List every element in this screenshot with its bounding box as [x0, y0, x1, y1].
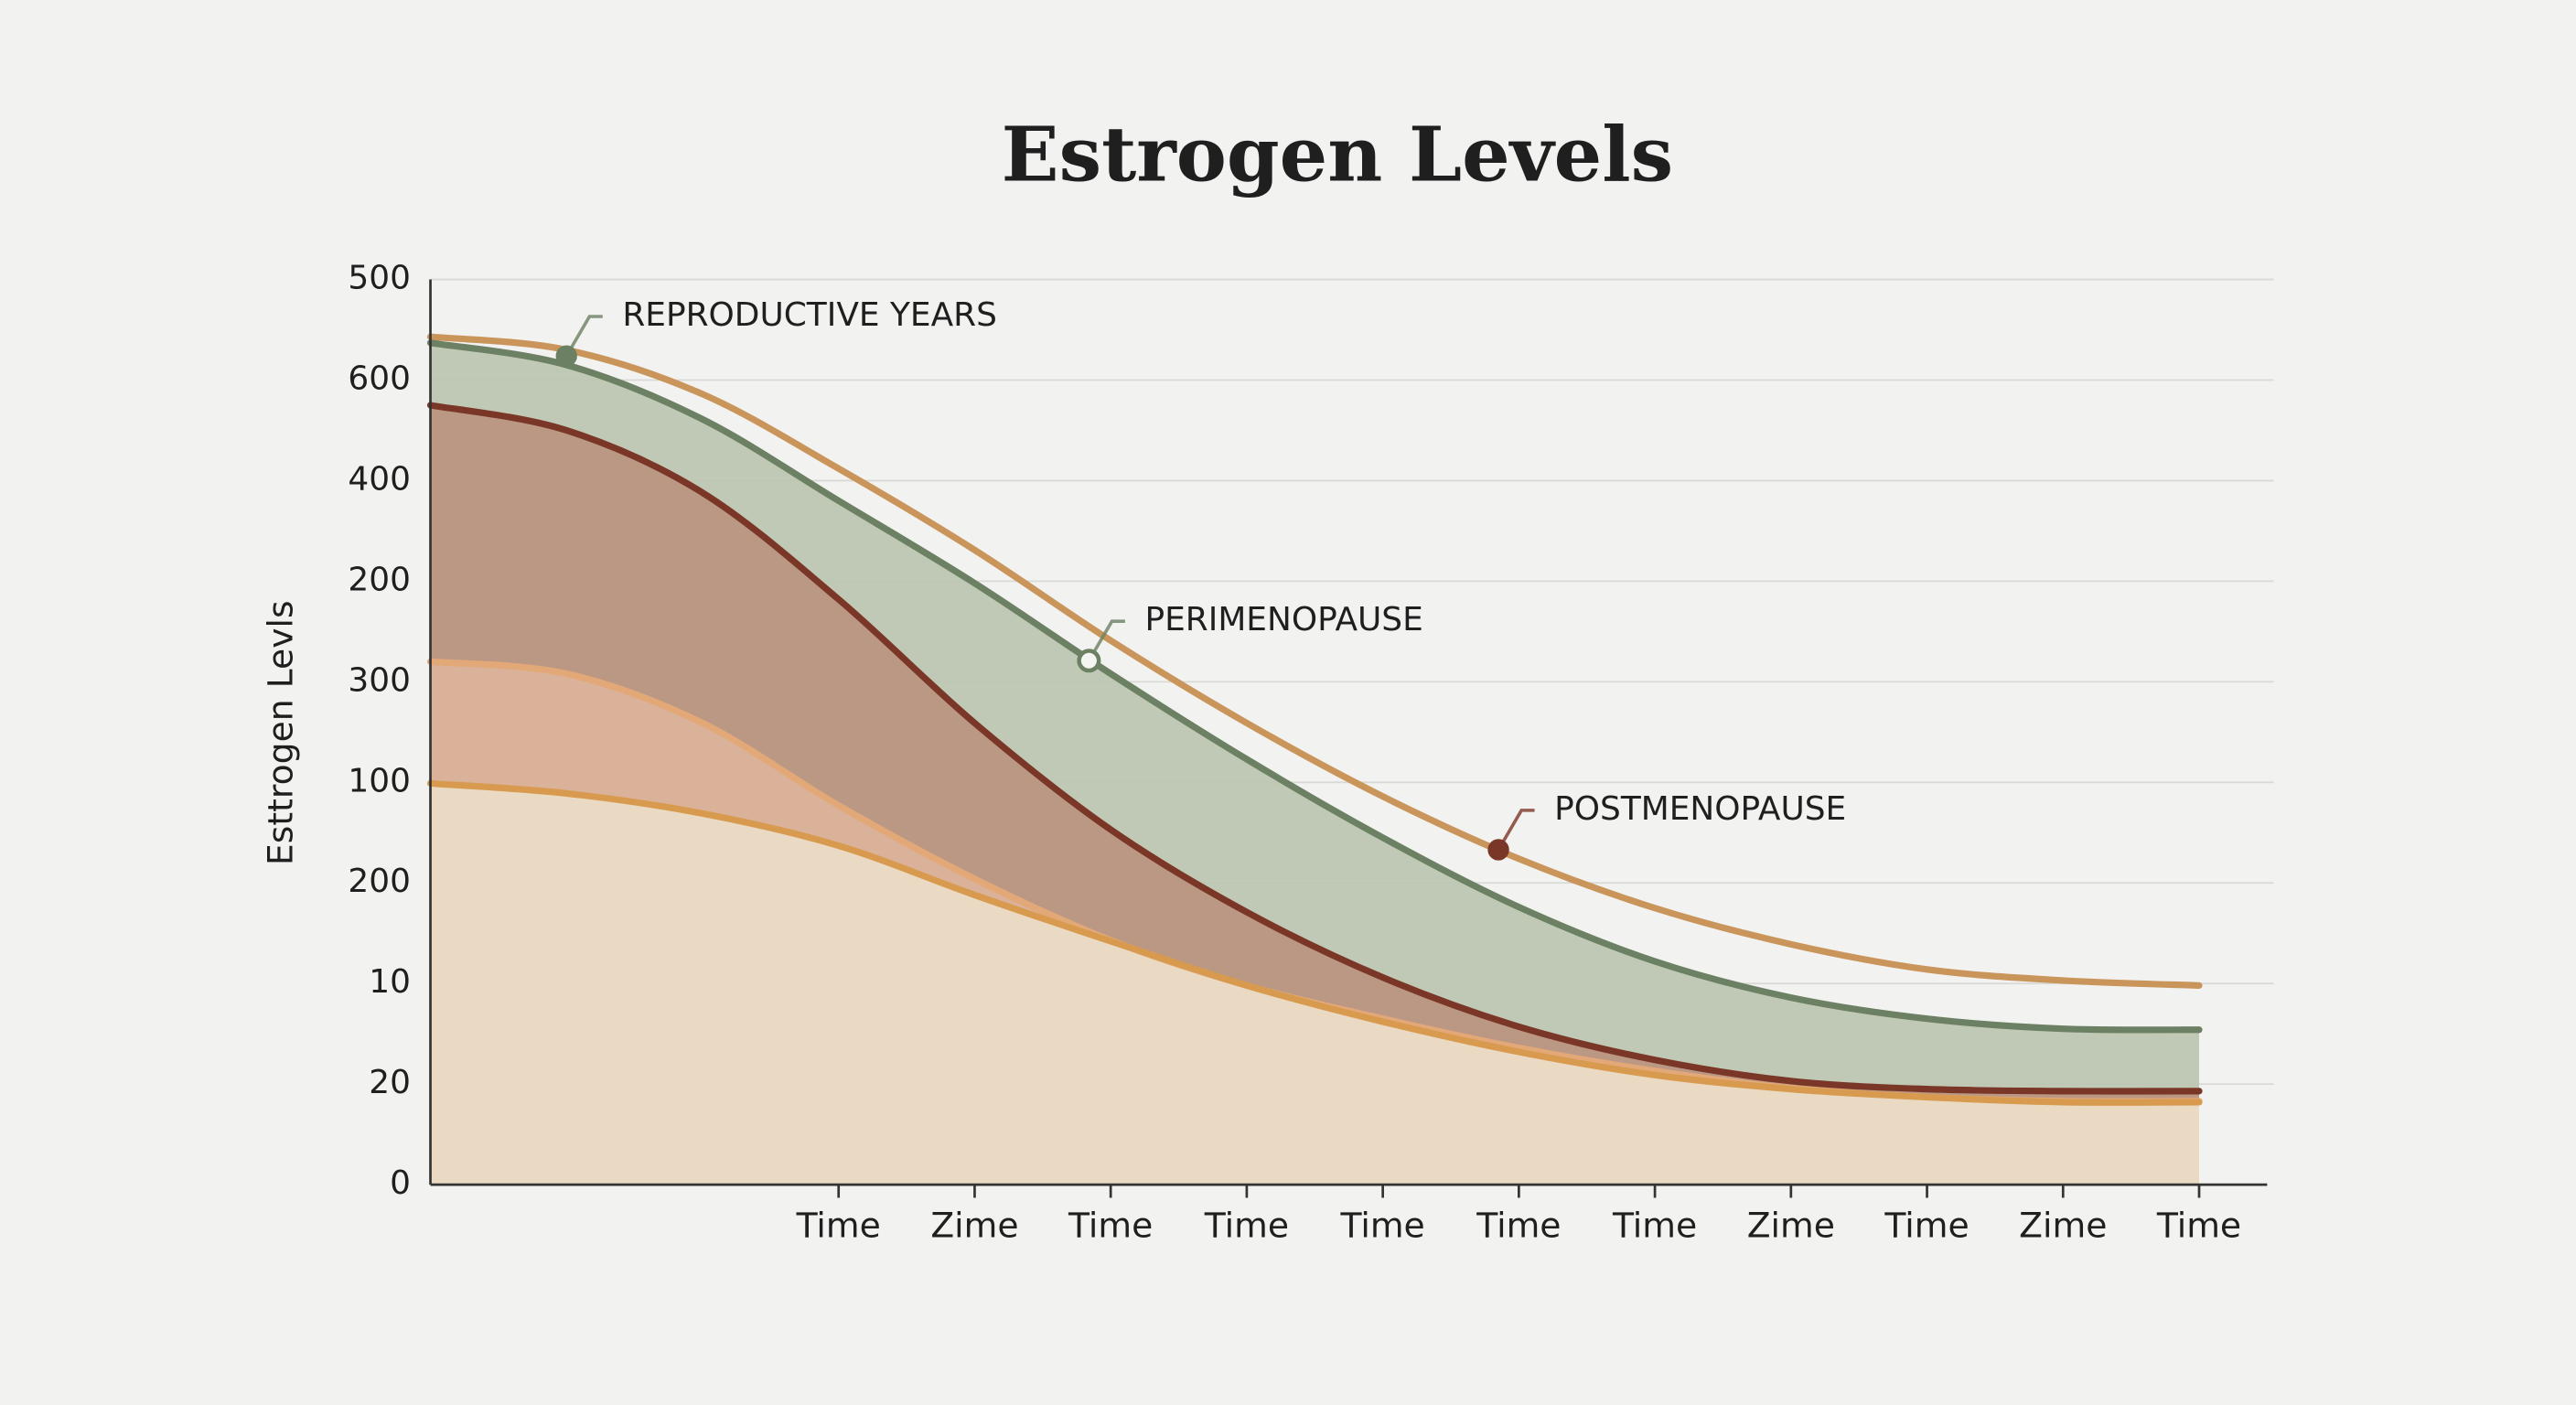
area-fill [430, 783, 2200, 1185]
annotation-marker [555, 345, 577, 367]
x-tick-label: Time [2156, 1205, 2241, 1245]
annotation-leader [1497, 809, 1535, 851]
y-tick-label: 600 [348, 360, 411, 398]
y-tick-label: 400 [348, 460, 411, 498]
series-line [426, 779, 2203, 1106]
annotation-text: REPRODUCTIVE YEARS [622, 296, 997, 334]
y-tick-label: 200 [348, 561, 411, 598]
x-tick-label: Zime [1747, 1205, 1835, 1245]
series-line [426, 333, 2203, 989]
annotation-leader [1087, 619, 1125, 662]
y-tick-label: 300 [348, 661, 411, 699]
annotation-leader [564, 315, 603, 358]
chart-title: Estrogen Levels [1002, 111, 1674, 199]
y-tick-label: 200 [348, 863, 411, 900]
annotation-text: POSTMENOPAUSE [1554, 790, 1846, 828]
annotation-marker [1487, 839, 1509, 861]
x-tick-label: Zime [930, 1205, 1018, 1245]
x-tick-label: Time [1339, 1205, 1424, 1245]
x-tick-label: Time [796, 1205, 881, 1245]
x-tick-label: Time [1476, 1205, 1561, 1245]
series-line [426, 402, 2203, 1095]
y-tick-label: 20 [369, 1064, 411, 1101]
y-tick-label: 500 [348, 260, 411, 297]
x-tick-label: Zime [2019, 1205, 2107, 1245]
x-tick-label: Time [1884, 1205, 1969, 1245]
x-tick-label: Time [1204, 1205, 1289, 1245]
y-axis-label: Esttrogen Levls [260, 600, 300, 865]
annotation-marker [1077, 649, 1101, 673]
annotation-text: PERIMENOPAUSE [1144, 601, 1422, 638]
series-line [426, 339, 2203, 1034]
y-tick-label: 100 [348, 762, 411, 799]
y-tick-label: 10 [369, 963, 411, 1001]
x-tick-label: Time [1068, 1205, 1153, 1245]
y-tick-label: 0 [390, 1164, 411, 1202]
x-tick-label: Time [1612, 1205, 1697, 1245]
